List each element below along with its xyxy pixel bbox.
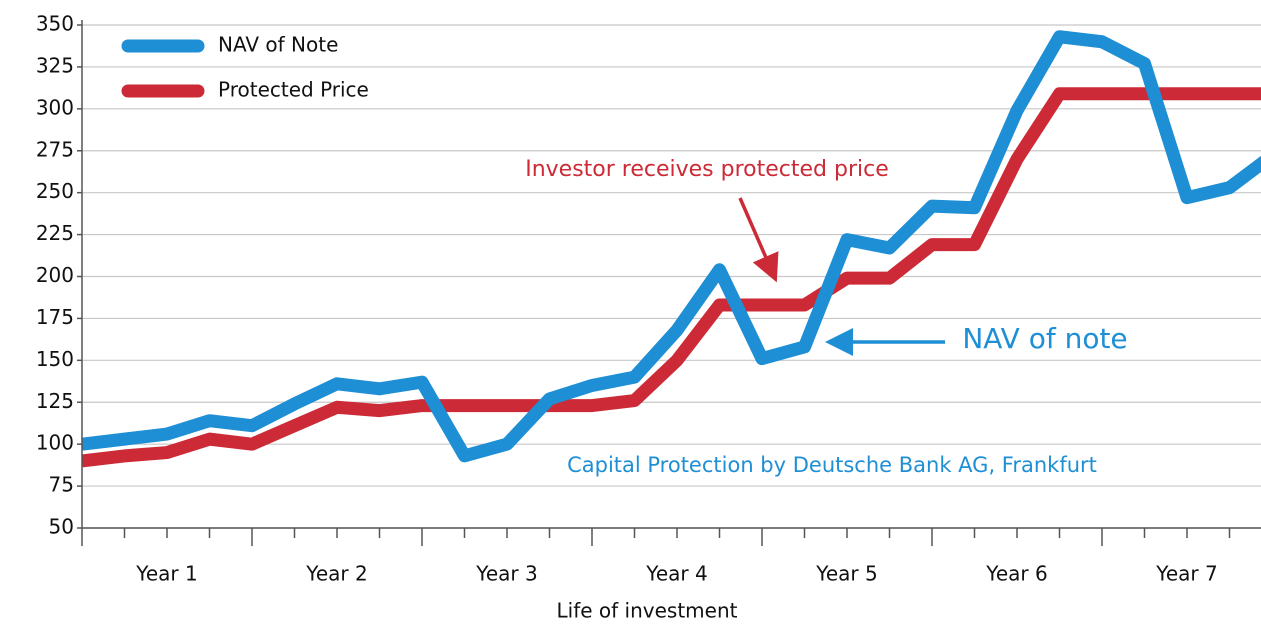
x-tick-label: Year 7: [1155, 562, 1217, 586]
y-tick-label: 100: [36, 431, 74, 455]
plot-area: [81, 30, 1261, 468]
y-tick-label: 175: [36, 305, 74, 329]
x-tick-label: Year 1: [135, 562, 197, 586]
x-tick-label: Year 2: [305, 562, 367, 586]
legend-label: Protected Price: [218, 78, 369, 102]
annotation: NAV of note: [962, 322, 1127, 355]
y-tick-label: 125: [36, 389, 74, 413]
annotation: Capital Protection by Deutsche Bank AG, …: [567, 453, 1097, 477]
y-tick-label: 225: [36, 221, 74, 245]
y-tick-label: 350: [36, 12, 74, 36]
x-tick-label: Year 3: [475, 562, 537, 586]
y-tick-label: 75: [49, 473, 74, 497]
y-tick-label: 200: [36, 263, 74, 287]
annotation: Investor receives protected price: [525, 157, 889, 182]
x-axis-label: Life of investment: [557, 599, 738, 623]
y-tick-label: 250: [36, 179, 74, 203]
arrow: [738, 197, 779, 283]
y-tick-label: 150: [36, 347, 74, 371]
x-tick-label: Year 6: [985, 562, 1047, 586]
y-tick-label: 50: [49, 515, 74, 539]
series-line: [81, 30, 1261, 463]
y-tick-label: 275: [36, 137, 74, 161]
y-tick-label: 325: [36, 53, 74, 77]
x-tick-label: Year 5: [815, 562, 877, 586]
y-tick-label: 300: [36, 95, 74, 119]
series-line: [81, 87, 1261, 468]
legend-label: NAV of Note: [218, 33, 338, 57]
x-tick-label: Year 4: [645, 562, 707, 586]
